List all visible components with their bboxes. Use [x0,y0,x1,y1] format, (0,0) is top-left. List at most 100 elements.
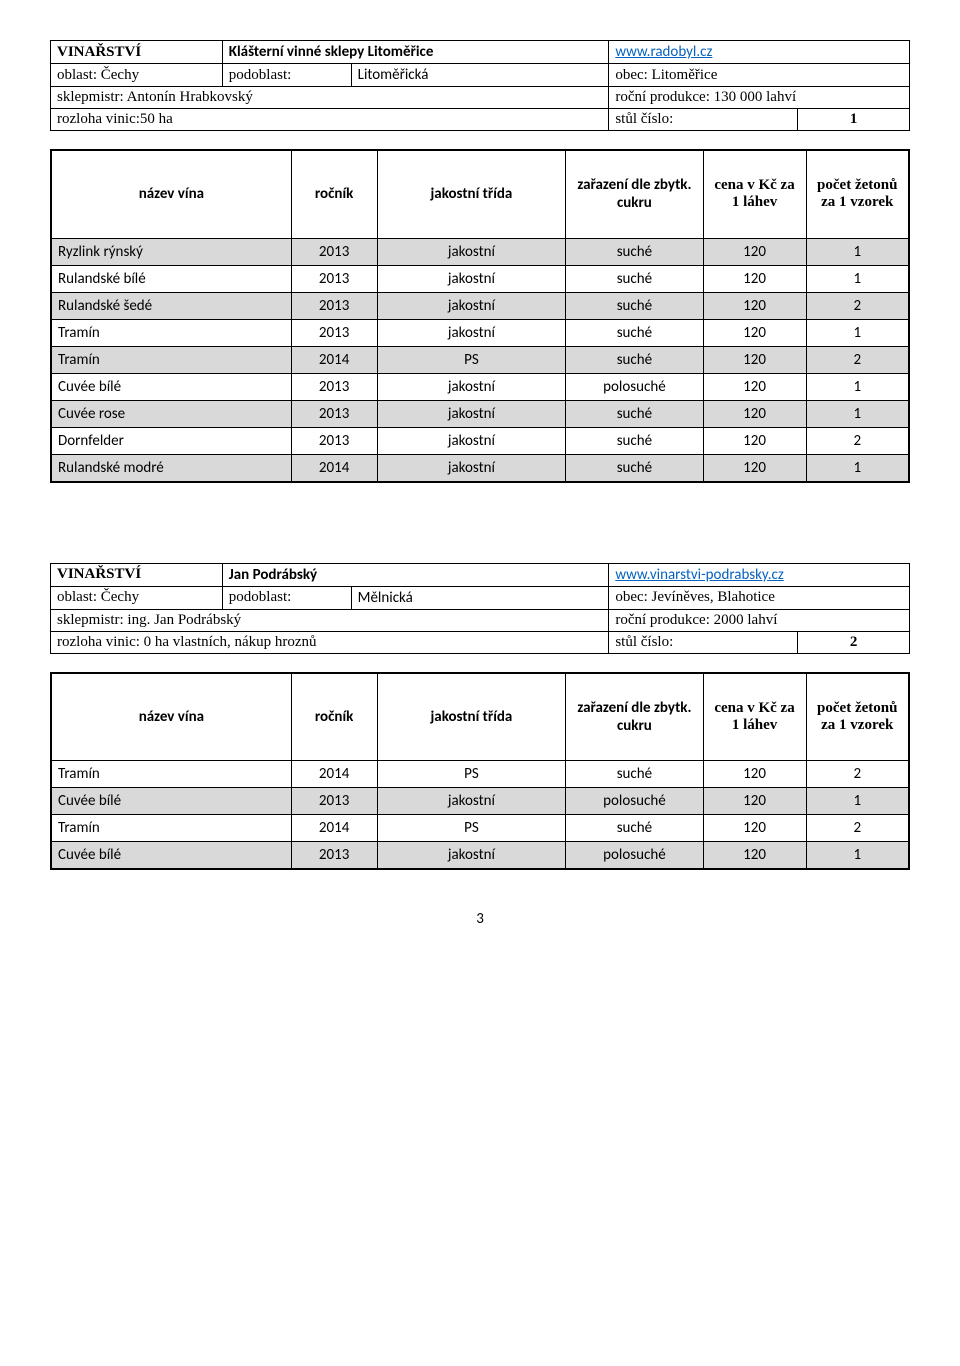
wine-year: 2014 [291,815,377,842]
wine-class: jakostní [377,238,566,265]
subregion-value: Litoměřická [351,64,609,87]
wine-class: jakostní [377,319,566,346]
wine-price: 120 [703,761,806,788]
wine-price: 120 [703,319,806,346]
wine-year: 2014 [291,454,377,482]
wine-class: jakostní [377,454,566,482]
col-class: jakostní třída [377,673,566,761]
wine-name: Tramín [51,761,291,788]
table-row: Cuvée bílé2013jakostnípolosuché1201 [51,842,909,870]
wine-tokens: 1 [806,319,909,346]
wine-name: Rulandské modré [51,454,291,482]
wine-class: jakostní [377,842,566,870]
wine-tokens: 1 [806,788,909,815]
winery-website-cell: www.radobyl.cz [609,41,910,64]
table-row: Rulandské modré2014jakostnísuché1201 [51,454,909,482]
wine-price: 120 [703,400,806,427]
wine-price: 120 [703,346,806,373]
col-name: název vína [51,150,291,238]
table-row: Tramín2013jakostnísuché1201 [51,319,909,346]
wine-year: 2013 [291,238,377,265]
winery1-wine-table: název vína ročník jakostní třída zařazen… [50,149,910,483]
town: obec: Litoměřice [609,64,910,87]
wine-year: 2014 [291,346,377,373]
wine-sugar: suché [566,400,703,427]
wine-sugar: suché [566,815,703,842]
col-price: cena v Kč za 1 láhev [703,150,806,238]
wine-sugar: suché [566,292,703,319]
wine-sugar: suché [566,265,703,292]
wine-year: 2013 [291,427,377,454]
col-sugar: zařazení dle zbytk. cukru [566,150,703,238]
wine-year: 2014 [291,761,377,788]
winery1-wine-rows: Ryzlink rýnský2013jakostnísuché1201Rulan… [51,238,909,482]
table-row: Cuvée rose2013jakostnísuché1201 [51,400,909,427]
page-number: 3 [50,910,910,928]
subregion-label: podoblast: [222,64,351,87]
table-row: Tramín2014PSsuché1202 [51,346,909,373]
wine-sugar: suché [566,319,703,346]
wine-sugar: suché [566,346,703,373]
table-number: 2 [798,631,910,653]
wine-name: Cuvée bílé [51,842,291,870]
winery2-info-table: VINAŘSTVÍ Jan Podrábský www.vinarstvi-po… [50,563,910,654]
wine-price: 120 [703,788,806,815]
wine-sugar: suché [566,238,703,265]
wine-name: Rulandské šedé [51,292,291,319]
cellarmaster: sklepmistr: Antonín Hrabkovský [51,87,609,109]
cellarmaster: sklepmistr: ing. Jan Podrábský [51,609,609,631]
wine-name: Cuvée rose [51,400,291,427]
wine-sugar: polosuché [566,788,703,815]
wine-tokens: 2 [806,761,909,788]
wine-name: Rulandské bílé [51,265,291,292]
winery-name: Klášterní vinné sklepy Litoměřice [222,41,609,64]
winery-label: VINAŘSTVÍ [51,563,223,586]
wine-price: 120 [703,842,806,870]
table-number: 1 [798,109,910,131]
winery-label: VINAŘSTVÍ [51,41,223,64]
wine-name: Cuvée bílé [51,788,291,815]
vineyard-area: rozloha vinic:50 ha [51,109,609,131]
wine-sugar: suché [566,761,703,788]
wine-class: jakostní [377,265,566,292]
table-row: Rulandské šedé2013jakostnísuché1202 [51,292,909,319]
wine-name: Tramín [51,319,291,346]
table-row: Cuvée bílé2013jakostnípolosuché1201 [51,373,909,400]
table-row: Cuvée bílé2013jakostnípolosuché1201 [51,788,909,815]
col-name: název vína [51,673,291,761]
winery-name: Jan Podrábský [222,563,609,586]
table-row: Rulandské bílé2013jakostnísuché1201 [51,265,909,292]
table-row: Ryzlink rýnský2013jakostnísuché1201 [51,238,909,265]
wine-price: 120 [703,238,806,265]
wine-price: 120 [703,427,806,454]
winery-website-link[interactable]: www.vinarstvi-podrabsky.cz [615,566,783,584]
table-row: Dornfelder2013jakostnísuché1202 [51,427,909,454]
wine-price: 120 [703,454,806,482]
winery-website-link[interactable]: www.radobyl.cz [615,43,712,61]
col-sugar: zařazení dle zbytk. cukru [566,673,703,761]
region: oblast: Čechy [51,586,223,609]
wine-price: 120 [703,373,806,400]
table-number-label: stůl číslo: [609,109,798,131]
wine-tokens: 1 [806,400,909,427]
wine-tokens: 1 [806,238,909,265]
winery2-wine-table: název vína ročník jakostní třída zařazen… [50,672,910,871]
region: oblast: Čechy [51,64,223,87]
subregion-value: Mělnická [351,586,609,609]
wine-year: 2013 [291,292,377,319]
wine-tokens: 1 [806,265,909,292]
wine-year: 2013 [291,400,377,427]
wine-year: 2013 [291,373,377,400]
wine-sugar: suché [566,454,703,482]
wine-name: Dornfelder [51,427,291,454]
wine-class: jakostní [377,373,566,400]
wine-tokens: 1 [806,454,909,482]
table-row: Tramín2014PSsuché1202 [51,815,909,842]
winery1-info-table: VINAŘSTVÍ Klášterní vinné sklepy Litoměř… [50,40,910,131]
vineyard-area: rozloha vinic: 0 ha vlastních, nákup hro… [51,631,609,653]
wine-tokens: 2 [806,815,909,842]
table-row: Tramín2014PSsuché1202 [51,761,909,788]
col-tokens: počet žetonů za 1 vzorek [806,673,909,761]
wine-year: 2013 [291,319,377,346]
wine-tokens: 2 [806,292,909,319]
